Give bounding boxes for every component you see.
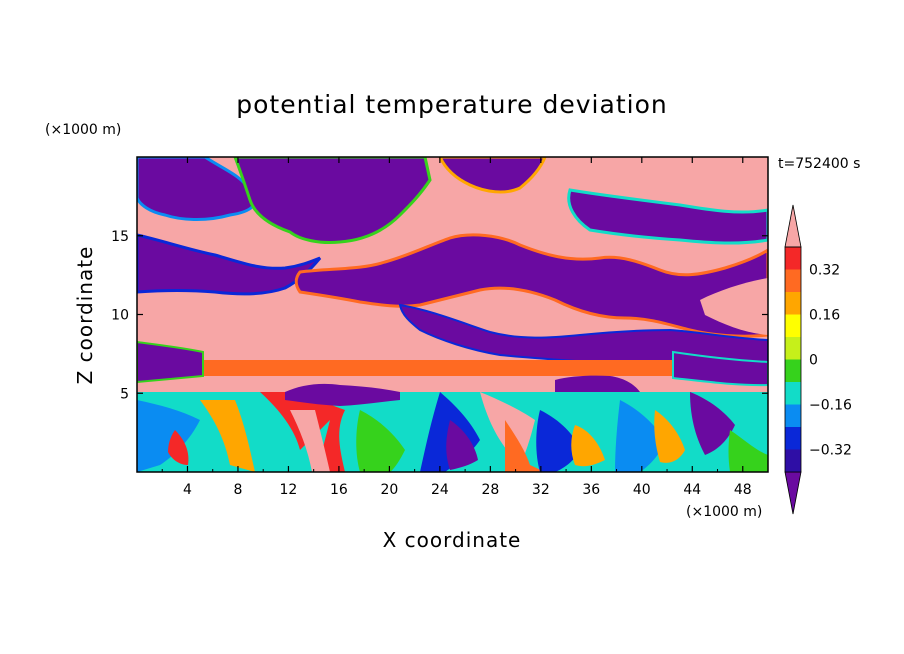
y-tick-label: 5 bbox=[120, 386, 129, 402]
colorbar-tick-label: 0 bbox=[809, 353, 818, 369]
colorbar-segment bbox=[785, 427, 801, 450]
field-lower-pink-1 bbox=[290, 410, 330, 472]
field-region-neg-upper-far-right bbox=[567, 188, 768, 245]
field-lower-purple-4 bbox=[690, 392, 735, 455]
colorbar-tick-label: 0.32 bbox=[809, 263, 840, 279]
field-lower-darkblue-2 bbox=[536, 410, 580, 472]
field-region-neg-upper-left bbox=[137, 157, 257, 222]
colorbar-segment bbox=[785, 337, 801, 360]
colorbar-extend-high bbox=[784, 204, 802, 248]
field-lower-purple-2 bbox=[555, 375, 640, 392]
x-tick-label: 4 bbox=[183, 482, 192, 498]
field-lower-green-1 bbox=[356, 410, 405, 472]
x-tick-label: 32 bbox=[532, 482, 550, 498]
x-tick-label: 44 bbox=[683, 482, 701, 498]
x-axis-label: X coordinate bbox=[383, 528, 522, 552]
colorbar-tick-label: 0.16 bbox=[809, 308, 840, 324]
colorbar-extend-low bbox=[784, 471, 802, 515]
colorbar-frame bbox=[784, 246, 802, 473]
y-tick-label: 10 bbox=[111, 308, 129, 324]
x-tick-label: 40 bbox=[633, 482, 651, 498]
field-lower-blue-1 bbox=[137, 400, 200, 472]
colorbar-segment bbox=[785, 404, 801, 427]
x-tick-label: 8 bbox=[233, 482, 242, 498]
colorbar-segment bbox=[785, 382, 801, 405]
colorbar-segment bbox=[785, 292, 801, 315]
field-region-neg-upper-mid bbox=[233, 157, 432, 244]
field-lower-red-2 bbox=[505, 420, 545, 472]
field-region-neg-upper-right bbox=[438, 157, 547, 194]
colorbar: 0.32 0.16 0 −0.16 −0.32 bbox=[784, 204, 852, 515]
x-tick-label: 28 bbox=[481, 482, 499, 498]
field-band-positive-lower bbox=[203, 360, 673, 376]
colorbar-tick-label: −0.16 bbox=[809, 398, 852, 414]
field-lower-purple-3 bbox=[446, 420, 478, 470]
field-lower-orange-1 bbox=[200, 400, 255, 472]
field-lower-red-3 bbox=[168, 430, 189, 465]
colorbar-tick-label: −0.32 bbox=[809, 443, 852, 459]
field-lower-orange-3 bbox=[654, 410, 685, 463]
chart-title: potential temperature deviation bbox=[236, 90, 667, 119]
colorbar-segment bbox=[785, 269, 801, 292]
x-tick-label: 24 bbox=[431, 482, 449, 498]
y-axis-ticks: 5 10 15 bbox=[111, 229, 768, 402]
field-band-left-neg bbox=[137, 340, 204, 384]
time-label: t=752400 s bbox=[778, 156, 860, 172]
colorbar-segment bbox=[785, 449, 801, 472]
field-lower-green-2 bbox=[728, 430, 768, 472]
colorbar-segment bbox=[785, 359, 801, 382]
y-unit-label: (×1000 m) bbox=[45, 122, 121, 138]
x-tick-label: 20 bbox=[380, 482, 398, 498]
x-axis-ticks: 4 8 12 16 20 24 28 32 36 40 44 48 bbox=[161, 157, 752, 498]
field-region-neg-band-left bbox=[137, 233, 322, 296]
colorbar-segment bbox=[785, 314, 801, 337]
x-tick-label: 36 bbox=[582, 482, 600, 498]
field-lower-blue-2 bbox=[615, 400, 665, 472]
x-unit-label: (×1000 m) bbox=[686, 504, 762, 520]
y-axis-label: Z coordinate bbox=[73, 246, 97, 385]
x-tick-label: 48 bbox=[734, 482, 752, 498]
x-tick-label: 12 bbox=[280, 482, 298, 498]
y-tick-label: 15 bbox=[111, 229, 129, 245]
field-region-neg-right-edge bbox=[700, 278, 768, 335]
heatmap-field bbox=[137, 157, 768, 472]
x-tick-label: 16 bbox=[330, 482, 348, 498]
colorbar-segment bbox=[785, 247, 801, 270]
field-lower-orange-2 bbox=[571, 425, 605, 467]
field-band-right-neg bbox=[672, 350, 768, 387]
field-lower-purple-1 bbox=[285, 383, 400, 406]
